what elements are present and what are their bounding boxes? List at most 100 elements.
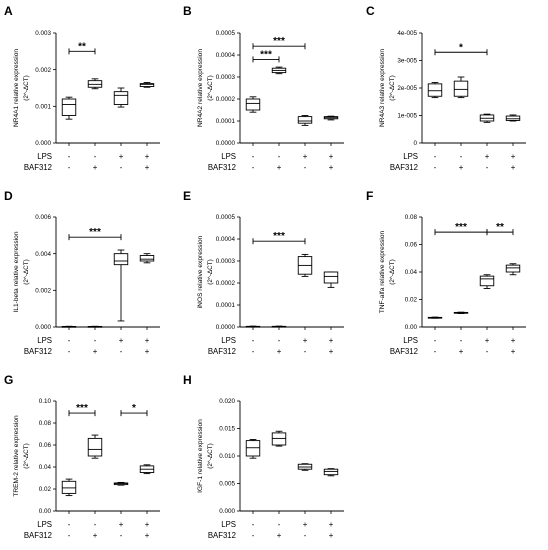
condition-sign: + — [303, 336, 308, 345]
condition-sign: + — [93, 531, 98, 540]
condition-sign: - — [68, 152, 71, 161]
y-tick-label: 0.0002 — [216, 96, 236, 103]
box-plot-group-1 — [61, 96, 77, 120]
condition-sign: - — [434, 163, 437, 172]
condition-sign: + — [485, 152, 490, 161]
y-axis-unit-label: (2^-ΔCT) — [207, 443, 214, 468]
y-axis-label: IGF-1 relative expression — [197, 419, 204, 493]
box-plot-group-3 — [479, 113, 495, 123]
condition-sign: - — [68, 520, 71, 529]
condition-sign: - — [434, 336, 437, 345]
box-plot-group-1 — [245, 96, 261, 113]
condition-label: BAF312 — [24, 531, 52, 540]
y-axis-label: IL1-beta relative expression — [13, 231, 20, 312]
box-plot-group-3 — [297, 463, 313, 471]
interquartile-box — [61, 480, 77, 494]
box-plot-group-2 — [87, 325, 103, 328]
condition-sign: - — [252, 531, 255, 540]
box-plot-group-4 — [323, 271, 339, 288]
box-plot-group-4 — [505, 263, 521, 276]
significance-label: ** — [78, 41, 86, 52]
condition-sign: - — [120, 531, 123, 540]
y-axis-label: iNOS relative expression — [197, 235, 204, 308]
box-plot-group-4 — [323, 468, 339, 477]
condition-label: BAF312 — [208, 531, 236, 540]
condition-sign: - — [94, 520, 97, 529]
interquartile-box — [87, 437, 103, 457]
y-axis-unit-label: (2^-ΔCT) — [207, 75, 214, 100]
y-tick-label: 0.001 — [35, 104, 51, 111]
box-plot-group-4 — [139, 464, 155, 475]
condition-label: LPS — [37, 336, 52, 345]
y-tick-label: 0.020 — [219, 398, 235, 405]
condition-sign: + — [303, 152, 308, 161]
y-tick-label: 0.000 — [35, 140, 51, 147]
interquartile-box — [245, 98, 261, 111]
box-plot-group-1 — [427, 82, 443, 99]
box-plot-group-1 — [427, 316, 443, 319]
condition-sign: + — [511, 163, 516, 172]
condition-label: BAF312 — [24, 347, 52, 356]
y-tick-label: 0.0000 — [216, 140, 236, 147]
panel-letter: F — [366, 189, 373, 203]
box-plot-group-4 — [139, 82, 155, 88]
y-tick-label: 0.08 — [39, 420, 52, 427]
condition-sign: + — [145, 336, 150, 345]
condition-sign: + — [329, 163, 334, 172]
condition-sign: - — [278, 152, 281, 161]
y-tick-label: 3e-005 — [397, 58, 417, 65]
condition-sign: - — [460, 152, 463, 161]
y-tick-label: 0.002 — [35, 288, 51, 295]
y-tick-label: 0.06 — [405, 242, 418, 249]
y-tick-label: 0.02 — [405, 297, 418, 304]
y-tick-label: 0.02 — [39, 486, 52, 493]
condition-sign: + — [277, 531, 282, 540]
box-plot-group-3 — [113, 249, 129, 322]
condition-label: BAF312 — [24, 163, 52, 172]
chart-panel-g: G 0.00 0.02 0.04 0.06 0.08 0.10 TREM-2 relative… — [4, 373, 160, 540]
panel-letter: G — [4, 373, 13, 387]
box-plot-group-4 — [323, 115, 339, 121]
condition-label: LPS — [403, 336, 418, 345]
condition-sign: - — [278, 336, 281, 345]
interquartile-box — [61, 98, 77, 116]
condition-sign: + — [459, 347, 464, 356]
significance-label: *** — [260, 49, 272, 60]
y-tick-label: 0.015 — [219, 426, 235, 433]
interquartile-box — [505, 115, 521, 121]
panel-letter: H — [183, 373, 192, 387]
y-tick-label: 0.0004 — [216, 236, 236, 243]
panel-letter: B — [183, 4, 192, 18]
box-plot-group-3 — [297, 253, 313, 277]
condition-sign: - — [304, 531, 307, 540]
interquartile-box — [323, 271, 339, 284]
y-tick-label: 0.006 — [35, 214, 51, 221]
condition-sign: + — [277, 163, 282, 172]
condition-sign: - — [120, 347, 123, 356]
condition-sign: - — [252, 520, 255, 529]
condition-label: LPS — [37, 152, 52, 161]
condition-sign: - — [434, 152, 437, 161]
condition-sign: - — [486, 347, 489, 356]
condition-sign: - — [68, 163, 71, 172]
condition-sign: - — [304, 347, 307, 356]
condition-label: LPS — [221, 152, 236, 161]
box-plot-group-4 — [139, 253, 155, 264]
y-axis-unit-label: (2^-ΔCT) — [207, 259, 214, 284]
condition-sign: + — [119, 152, 124, 161]
y-tick-label: 0.0005 — [216, 30, 236, 37]
condition-sign: + — [145, 347, 150, 356]
chart-panel-b: B 0.0000 0.0001 0.0002 0.0003 0.0004 0.0005 NR4… — [183, 4, 344, 172]
condition-label: LPS — [37, 520, 52, 529]
condition-sign: - — [94, 336, 97, 345]
interquartile-box — [427, 83, 443, 97]
y-axis-unit-label: (2^-ΔCT) — [23, 259, 30, 284]
box-plot-group-1 — [245, 439, 261, 459]
y-tick-label: 0.002 — [35, 67, 51, 74]
box-plot-group-1 — [61, 325, 77, 328]
condition-label: BAF312 — [390, 347, 418, 356]
condition-sign: - — [120, 163, 123, 172]
condition-sign: - — [68, 531, 71, 540]
interquartile-box — [139, 255, 155, 262]
significance-label: *** — [273, 231, 285, 242]
